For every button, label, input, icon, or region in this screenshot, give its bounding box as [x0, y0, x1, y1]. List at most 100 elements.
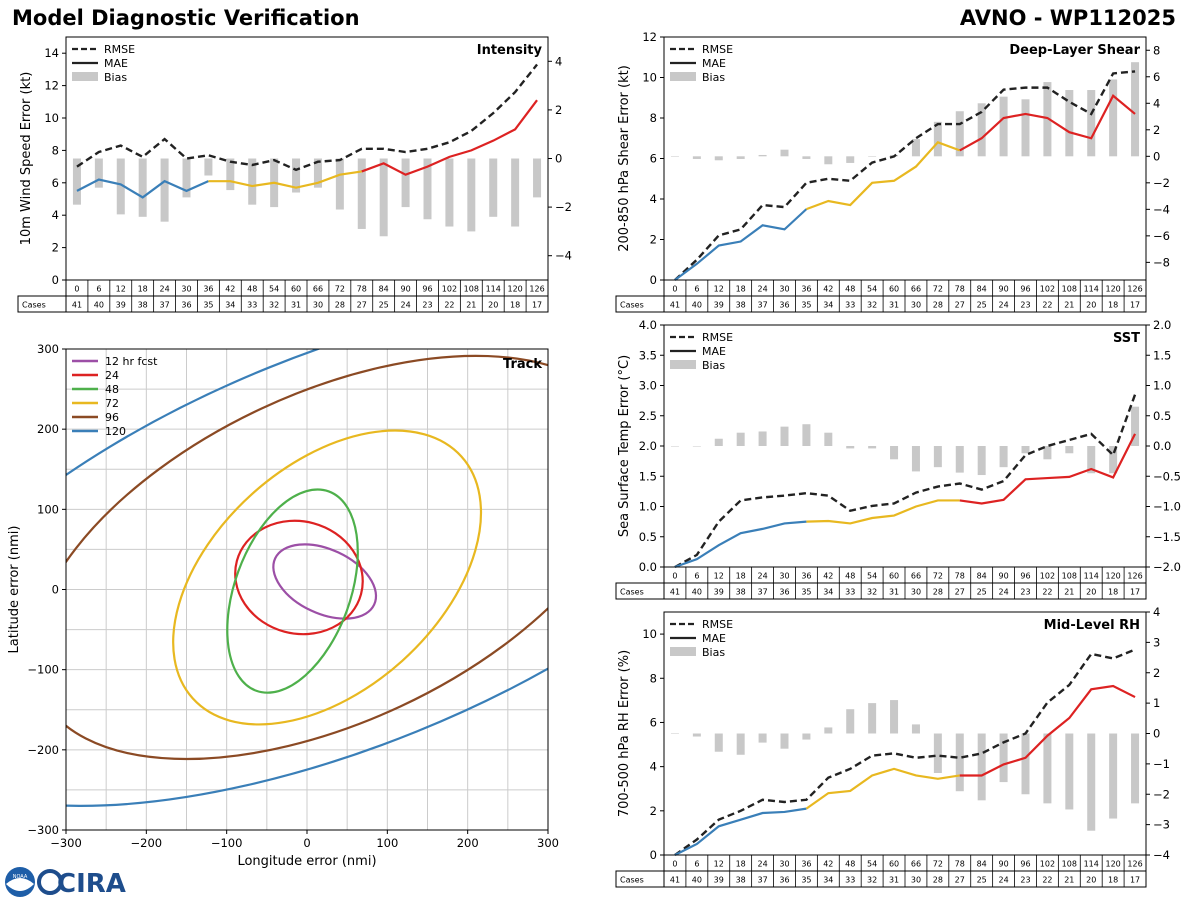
shear-bias-bar	[933, 121, 942, 157]
sst-table-case: 31	[889, 588, 899, 597]
intensity-bias-bar	[292, 158, 301, 193]
shear-table-case: 33	[845, 301, 855, 310]
intensity-y2tick-label: 2	[555, 103, 562, 117]
sst-y2tick-label: 1.5	[1153, 348, 1171, 362]
intensity-table-case: 28	[335, 301, 345, 310]
intensity-y2tick-label: 4	[555, 54, 562, 68]
rh-table-case: 27	[955, 876, 965, 885]
sst-bias-bar	[868, 446, 877, 449]
rh-table-case: 31	[889, 876, 899, 885]
intensity-bias-bar	[533, 158, 542, 198]
sst-table-hour: 36	[801, 572, 811, 581]
rh-y2tick-label: 3	[1153, 635, 1160, 649]
rh-mae-line-2	[959, 684, 1136, 777]
rh-frame	[663, 611, 1147, 856]
sst-mae-line-2	[959, 433, 1137, 505]
rh-mae-line-1	[805, 767, 960, 810]
shear-y2tick-label: 2	[1153, 123, 1160, 137]
sst-bias-bar	[846, 446, 855, 449]
rh-table-case-row	[615, 870, 1147, 888]
rh-bias-bar	[846, 709, 855, 734]
track-ytick-label: −300	[27, 823, 59, 837]
track-xtick-label: 300	[537, 836, 559, 850]
intensity-table-case: 32	[269, 301, 279, 310]
intensity-legend-bias-label: Bias	[104, 71, 127, 84]
intensity-table-case: 25	[379, 301, 389, 310]
sst-table-cases-label: Cases	[620, 588, 644, 597]
rh-table-case: 35	[801, 876, 811, 885]
sst-bias-bar	[1087, 446, 1096, 474]
shear-table-case: 30	[911, 301, 921, 310]
track-legend-label: 120	[105, 425, 126, 438]
track-legend-label: 48	[105, 383, 119, 396]
sst-bias-bar	[933, 446, 942, 468]
shear-bias-bar	[868, 156, 877, 157]
track-xlabel: Longitude error (nmi)	[237, 854, 376, 869]
sst-y2tick-label: 0.0	[1153, 439, 1171, 453]
sst-cases-table: Cases 0 41 6 40 12 39 18 38 24 37 30 36 36 35 42 34 48 33 5…	[615, 566, 1147, 600]
shear-table-case: 41	[670, 301, 680, 310]
sst-table-case: 40	[692, 588, 702, 597]
intensity-bias-bar	[226, 158, 235, 191]
rh-bias-bar	[714, 733, 723, 752]
sst-table-case: 18	[1108, 588, 1118, 597]
intensity-table-case: 23	[422, 301, 432, 310]
rh-table-cases-label: Cases	[620, 876, 644, 885]
rh-table-hour: 120	[1105, 860, 1120, 869]
shear-table-case: 31	[889, 301, 899, 310]
sst-ytick-label: 1.5	[639, 469, 657, 483]
intensity-bias-bar	[116, 158, 125, 215]
rh-table-case: 21	[1064, 876, 1074, 885]
rh-table-case: 38	[736, 876, 746, 885]
rh-y2tick-label: −4	[1153, 848, 1170, 862]
shear-table-hour: 6	[694, 285, 699, 294]
rh-table-case: 24	[998, 876, 1008, 885]
rh-table-hour: 126	[1127, 860, 1142, 869]
rh-bias-bar	[1109, 733, 1118, 819]
sst-table-hour: 48	[845, 572, 855, 581]
sst-legend-bias-swatch	[670, 360, 696, 369]
sst-table-hour: 12	[714, 572, 724, 581]
sst-panel: 0.0 0.5 1.0 1.5 2.0 2.5 3.0 3.5 4.0 −2.0 −1.5 −1.0 −…	[615, 318, 1181, 600]
rh-table-case: 30	[911, 876, 921, 885]
rh-table-case: 20	[1086, 876, 1096, 885]
rh-table-case: 37	[757, 876, 767, 885]
shear-bias-bar	[999, 96, 1008, 157]
rh-y2tick-label: 2	[1153, 666, 1160, 680]
shear-table-case: 37	[757, 301, 767, 310]
sst-ytick-label: 2.5	[639, 409, 657, 423]
intensity-bias-bar	[138, 158, 147, 217]
intensity-bias-bar	[94, 158, 103, 188]
intensity-table-hour: 6	[96, 285, 101, 294]
intensity-legend-bias-swatch	[72, 72, 98, 81]
shear-table-hour: 18	[736, 285, 746, 294]
intensity-table-hour: 30	[181, 285, 191, 294]
intensity-ytick-label: 6	[52, 176, 59, 190]
intensity-y2tick-label: −2	[555, 200, 572, 214]
rh-ytick-label: 6	[650, 715, 657, 729]
sst-table-case: 20	[1086, 588, 1096, 597]
shear-y2tick-label: 8	[1153, 43, 1160, 57]
track-ytick-label: 200	[37, 422, 59, 436]
intensity-table-hour: 54	[269, 285, 279, 294]
noaa-logo-wave	[6, 878, 34, 891]
shear-table-case: 23	[1020, 301, 1030, 310]
shear-table-hour: 72	[933, 285, 943, 294]
rh-ytick-label: 8	[650, 671, 657, 685]
shear-table-hour: 108	[1062, 285, 1077, 294]
shear-table-case: 24	[998, 301, 1008, 310]
intensity-mae-line-2	[361, 99, 538, 176]
sst-table-hour: 90	[998, 572, 1008, 581]
intensity-y2tick-label: −4	[555, 249, 572, 263]
shear-table-hour: 60	[889, 285, 899, 294]
sst-legend-bias-label: Bias	[702, 359, 725, 372]
rh-table-hour: 78	[955, 860, 965, 869]
intensity-table-hour: 120	[507, 285, 522, 294]
rh-table-case: 18	[1108, 876, 1118, 885]
rh-table-hour: 0	[672, 860, 677, 869]
sst-y2tick-label: −1.0	[1153, 500, 1181, 514]
intensity-table-hour: 72	[335, 285, 345, 294]
sst-ytick-label: 3.5	[639, 348, 657, 362]
shear-table-case: 18	[1108, 301, 1118, 310]
shear-bias-bar	[911, 139, 920, 157]
